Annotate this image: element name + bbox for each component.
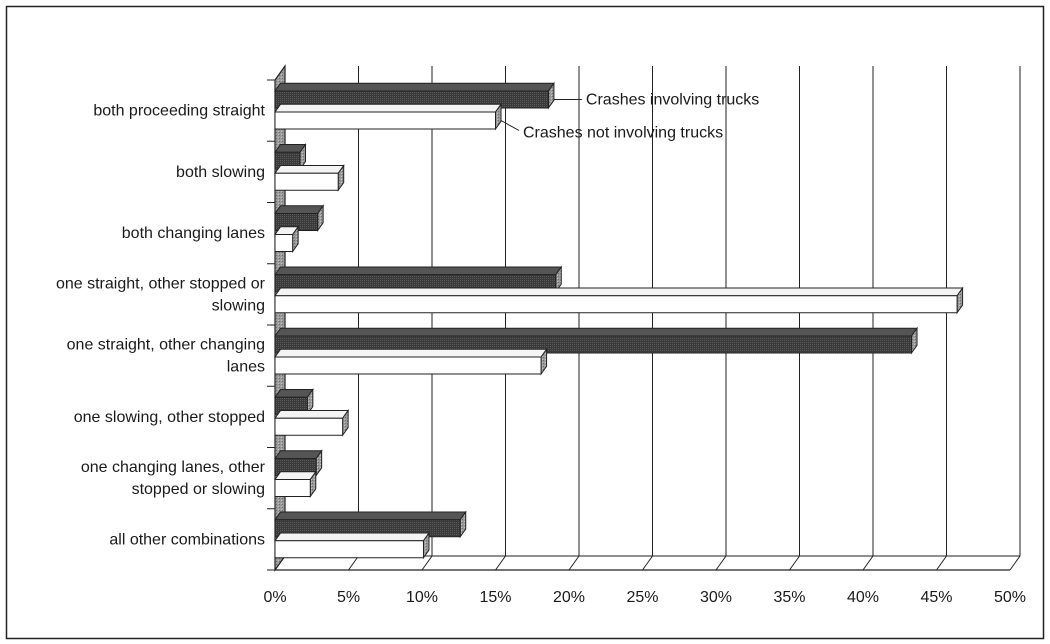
category-label: both proceeding straight	[93, 103, 265, 120]
category-label: slowing	[212, 297, 265, 314]
bar-top-face	[274, 511, 467, 521]
bar	[274, 417, 344, 436]
floor-gridline	[421, 555, 433, 571]
floor-gridline	[789, 555, 800, 571]
floor-gridline	[568, 555, 580, 571]
x-tick-label: 40%	[847, 589, 879, 606]
x-tick-label: 35%	[773, 589, 805, 606]
legend-label: Crashes involving trucks	[586, 92, 759, 109]
bar-top-face	[274, 471, 317, 480]
category-label: one straight, other changing	[67, 337, 265, 354]
x-tick-label: 45%	[920, 589, 952, 606]
bar-top-face	[274, 450, 323, 459]
x-tick-label: 50%	[994, 589, 1026, 606]
bar-top-face	[274, 266, 563, 276]
x-tick-label: 20%	[553, 589, 585, 606]
x-tick-label: 25%	[626, 589, 658, 606]
floor-gridline	[348, 555, 359, 571]
bar-top-face	[274, 348, 548, 358]
bar	[274, 295, 958, 314]
bar-top-face	[274, 165, 345, 174]
bar-top-face	[274, 532, 430, 542]
bar	[274, 111, 496, 130]
category-label: one straight, other stopped or	[56, 275, 266, 292]
floor-gridline	[715, 555, 727, 571]
x-tick-label: 0%	[263, 589, 286, 606]
bar-top-face	[274, 82, 555, 92]
bar	[274, 540, 424, 559]
x-tick-label: 5%	[337, 589, 360, 606]
floor-gridline	[862, 555, 874, 571]
bar-top-face	[274, 410, 350, 419]
bar-top-face	[274, 103, 502, 113]
x-tick-label: 15%	[479, 589, 511, 606]
bar	[274, 335, 913, 354]
legend-label: Crashes not involving trucks	[523, 125, 723, 142]
category-label: all other combinations	[109, 531, 265, 548]
plot-area: 0% 5% 10% 15% 20% 25% 30% 35% 40% 45% 50% both proc…	[56, 64, 1026, 606]
floor-gridline	[642, 555, 653, 571]
floor-gridline	[936, 555, 947, 571]
bar	[274, 479, 311, 497]
category-label: one changing lanes, other	[81, 459, 266, 476]
floor-gridline	[1009, 555, 1021, 571]
category-label: lanes	[227, 359, 265, 376]
bar-top-face	[274, 389, 314, 398]
x-tick-label: 10%	[406, 589, 438, 606]
floor-gridline	[495, 555, 506, 571]
bar-top-face	[274, 287, 964, 297]
category-label: both slowing	[176, 164, 265, 181]
category-label: one slowing, other stopped	[74, 409, 265, 426]
category-label: stopped or slowing	[132, 481, 265, 498]
legend-leader	[500, 120, 520, 131]
bar	[274, 234, 294, 252]
bar	[274, 356, 542, 375]
bar-top-face	[274, 327, 918, 337]
bar	[274, 172, 339, 191]
chart-frame	[5, 5, 1045, 640]
category-label: both changing lanes	[122, 225, 265, 242]
bar-top-face	[274, 205, 325, 214]
x-tick-label: 30%	[700, 589, 732, 606]
